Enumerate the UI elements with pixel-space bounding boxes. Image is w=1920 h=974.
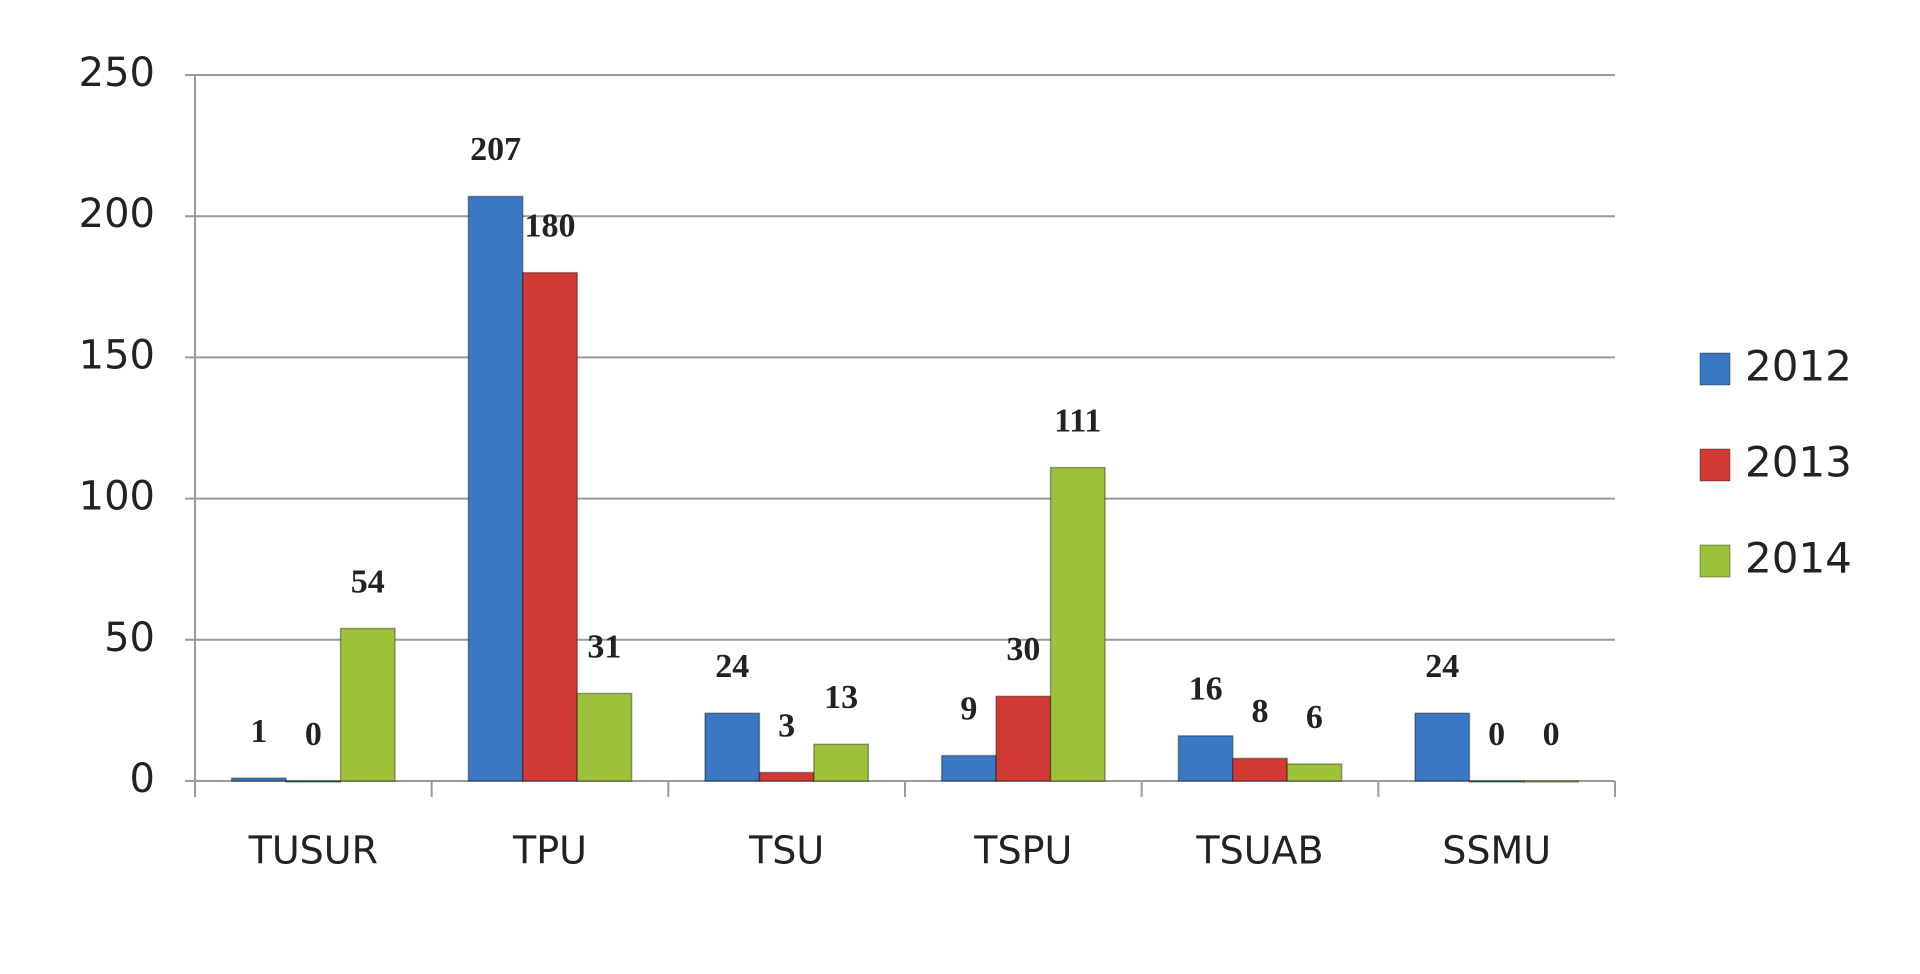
bar bbox=[813, 743, 870, 782]
data-label: 8 bbox=[1252, 693, 1269, 730]
bar bbox=[576, 692, 633, 782]
data-label: 0 bbox=[1543, 716, 1560, 753]
x-tick-label: TSPU bbox=[973, 829, 1072, 873]
data-label: 30 bbox=[1006, 631, 1040, 668]
data-label: 0 bbox=[1488, 716, 1505, 753]
bar bbox=[339, 627, 396, 782]
data-label: 180 bbox=[525, 207, 576, 244]
data-label: 31 bbox=[587, 628, 621, 665]
data-label: 0 bbox=[305, 716, 322, 753]
bar bbox=[522, 271, 578, 782]
legend-swatch bbox=[1699, 544, 1731, 578]
bar bbox=[704, 712, 761, 782]
y-tick-label: 0 bbox=[130, 756, 155, 802]
legend-label: 2013 bbox=[1745, 438, 1852, 487]
bar bbox=[995, 695, 1052, 782]
data-label: 111 bbox=[1054, 402, 1101, 439]
data-label: 54 bbox=[351, 563, 385, 600]
data-label: 24 bbox=[715, 648, 749, 685]
legend-label: 2012 bbox=[1745, 342, 1852, 391]
data-label: 16 bbox=[1189, 671, 1223, 708]
data-label: 24 bbox=[1425, 648, 1459, 685]
data-label: 13 bbox=[824, 679, 858, 716]
data-label: 6 bbox=[1306, 699, 1323, 736]
y-tick-label: 200 bbox=[79, 191, 155, 237]
legend-label: 2014 bbox=[1745, 534, 1852, 583]
data-label: 207 bbox=[470, 131, 521, 168]
bar bbox=[230, 777, 287, 782]
bar bbox=[758, 771, 815, 782]
bar bbox=[1177, 735, 1234, 782]
x-tick-label: TSU bbox=[748, 829, 824, 873]
bar bbox=[1523, 780, 1580, 783]
bar bbox=[285, 780, 342, 783]
bar bbox=[467, 195, 524, 782]
data-label: 9 bbox=[960, 690, 977, 727]
data-label: 1 bbox=[250, 713, 267, 750]
bar bbox=[1049, 466, 1106, 782]
x-tick-label: TPU bbox=[512, 829, 587, 873]
y-tick-label: 100 bbox=[79, 474, 155, 520]
x-tick-label: SSMU bbox=[1442, 829, 1551, 873]
bar bbox=[1468, 780, 1525, 783]
x-tick-label: TUSUR bbox=[248, 829, 378, 873]
x-tick-label: TSUAB bbox=[1195, 829, 1323, 873]
y-tick-label: 150 bbox=[79, 332, 155, 378]
bar bbox=[1286, 763, 1343, 782]
bar bbox=[1232, 757, 1288, 782]
data-label: 3 bbox=[778, 707, 795, 744]
y-tick-label: 50 bbox=[104, 615, 155, 661]
legend-swatch bbox=[1699, 352, 1731, 386]
bar bbox=[940, 754, 997, 782]
bar bbox=[1414, 712, 1471, 782]
y-tick-label: 250 bbox=[79, 50, 155, 96]
legend-swatch bbox=[1699, 448, 1731, 482]
